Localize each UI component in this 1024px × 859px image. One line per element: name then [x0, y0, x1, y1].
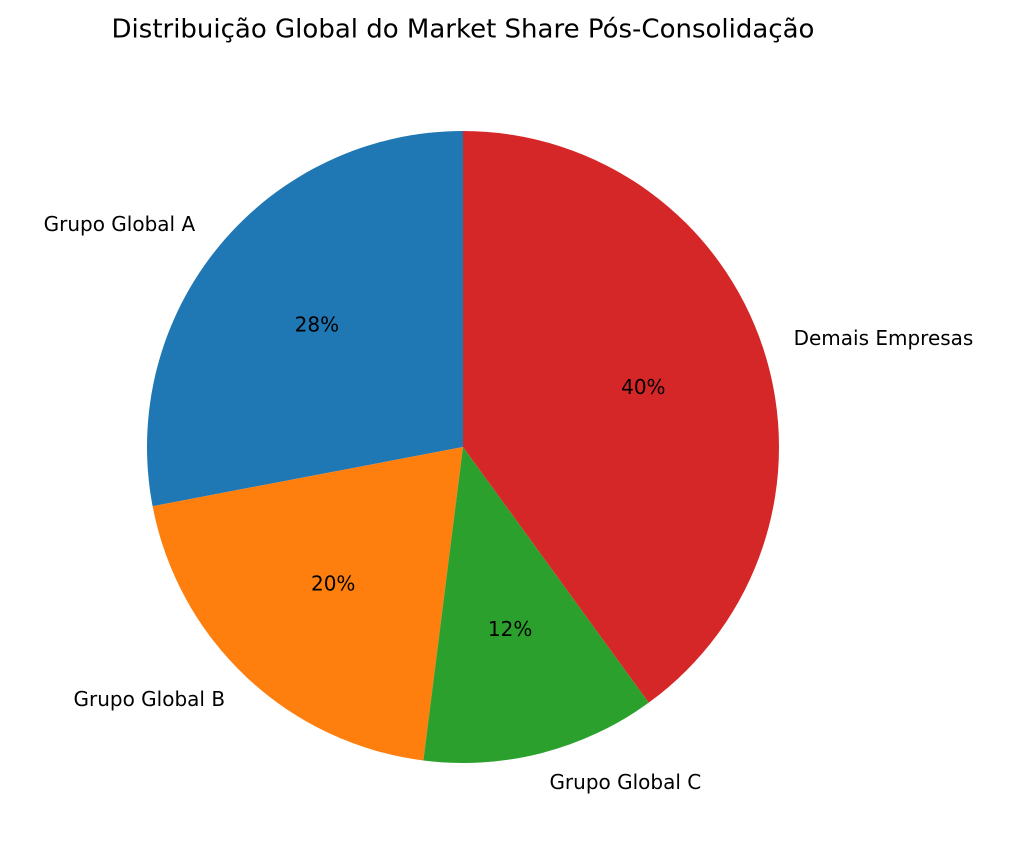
chart-title: Distribuição Global do Market Share Pós-…	[112, 15, 815, 45]
pie-slice	[463, 131, 779, 703]
value-label: 28%	[295, 313, 339, 337]
pie-slice	[423, 447, 649, 763]
slice-label: Grupo Global C	[549, 770, 701, 794]
slice-label: Demais Empresas	[794, 326, 974, 350]
value-label: 40%	[621, 375, 665, 399]
slice-label: Grupo Global B	[73, 687, 225, 711]
value-label: 12%	[488, 617, 532, 641]
pie-slice	[146, 131, 463, 507]
slice-label: Grupo Global A	[44, 212, 196, 236]
pie-slice	[152, 447, 463, 761]
value-label: 20%	[311, 572, 355, 596]
